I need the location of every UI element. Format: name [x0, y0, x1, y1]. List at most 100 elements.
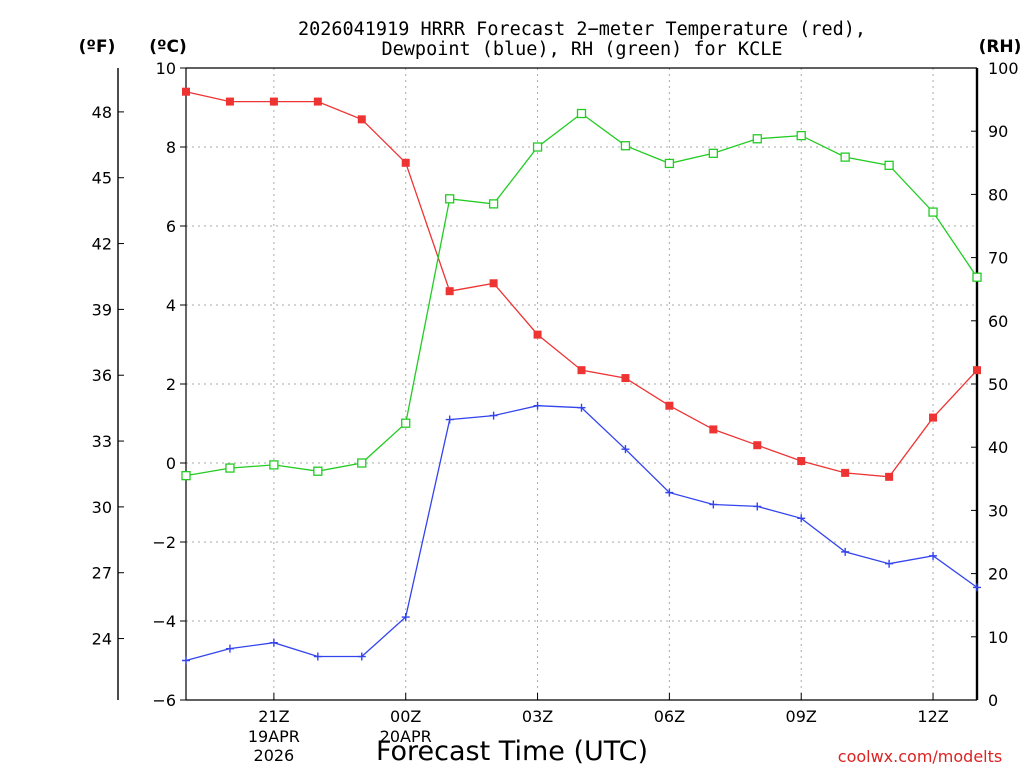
fahrenheit-tick-label: 42 [92, 235, 112, 254]
temperature-point [885, 472, 894, 481]
dewpoint-point [753, 502, 762, 511]
temperature-point [753, 441, 762, 450]
x-tick-label: 09Z [786, 707, 817, 726]
temperature-point [665, 401, 674, 410]
rh-unit-label: (RH) [979, 37, 1022, 57]
fahrenheit-tick-label: 30 [92, 498, 112, 517]
chart-title-line1: 2026041919 HRRR Forecast 2−meter Tempera… [298, 19, 866, 40]
rh-point [664, 158, 675, 169]
x-tick-label: 00Z [390, 707, 421, 726]
watermark: coolwx.com/modelts [838, 747, 1002, 766]
dewpoint-point [489, 411, 498, 420]
rh-point [445, 194, 455, 204]
temperature-point [489, 279, 498, 288]
chart-title-line2: Dewpoint (blue), RH (green) for KCLE [382, 39, 783, 60]
dewpoint-point [665, 488, 674, 497]
fahrenheit-tick-label: 36 [92, 366, 112, 385]
temperature-point [841, 468, 850, 477]
temperature-point [929, 413, 938, 422]
temperature-point [313, 97, 322, 106]
rh-point [708, 148, 718, 158]
celsius-tick-label: 10 [156, 59, 176, 78]
celsius-tick-label: 2 [166, 375, 176, 394]
rh-point [401, 418, 411, 428]
temperature-point [797, 457, 806, 466]
celsius-tick-label: 6 [166, 217, 176, 236]
rh-tick-label: 30 [988, 501, 1008, 520]
rh-tick-label: 100 [988, 59, 1019, 78]
temperature-point [533, 330, 542, 339]
temperature-point [225, 97, 234, 106]
temperature-point [401, 158, 410, 167]
dewpoint-point [797, 514, 806, 523]
celsius-tick-label: 8 [166, 138, 176, 157]
dewpoint-point [709, 500, 718, 509]
rh-tick-label: 10 [988, 628, 1008, 647]
dewpoint-point [621, 445, 630, 454]
dewpoint-point [445, 415, 454, 424]
dewpoint-point [182, 656, 190, 665]
dewpoint-point [885, 559, 894, 568]
rh-point [928, 207, 938, 217]
x-tick-label: 06Z [654, 707, 685, 726]
temperature-point [621, 374, 630, 383]
series-group [181, 87, 982, 665]
rh-point [532, 142, 543, 152]
rh-tick-label: 20 [988, 565, 1008, 584]
temperature-point [973, 366, 981, 375]
dewpoint-point [357, 652, 366, 661]
rh-point [620, 141, 631, 151]
fahrenheit-tick-label: 24 [92, 630, 112, 649]
x-axis-title: Forecast Time (UTC) [376, 736, 648, 767]
rh-point [884, 160, 894, 170]
rh-tick-label: 90 [988, 122, 1008, 141]
x-tick-date-label: 19APR [248, 727, 300, 746]
rh-line [185, 112, 978, 477]
rh-tick-label: 0 [988, 691, 998, 710]
rh-point [840, 152, 850, 162]
x-tick-label: 12Z [917, 707, 948, 726]
fahrenheit-tick-label: 45 [92, 169, 112, 188]
rh-tick-label: 60 [988, 312, 1008, 331]
rh-point [488, 199, 499, 209]
dewpoint-point [533, 401, 542, 410]
fahrenheit-tick-label: 33 [92, 432, 112, 451]
rh-tick-label: 80 [988, 185, 1008, 204]
fahrenheit-tick-label: 48 [92, 103, 112, 122]
dewpoint-point [841, 547, 850, 556]
temperature-point [445, 287, 454, 296]
rh-tick-label: 70 [988, 249, 1008, 268]
temperature-line [185, 91, 978, 478]
temperature-point [577, 366, 586, 375]
rh-point [269, 460, 279, 470]
rh-point [576, 108, 587, 119]
dewpoint-point [577, 403, 586, 412]
x-tick-date-label: 20APR [380, 727, 432, 746]
tick-labels: −6−4−20246810242730333639424548010203040… [92, 59, 1019, 765]
celsius-tick-label: −6 [152, 691, 176, 710]
gridlines [186, 68, 977, 700]
axes [117, 67, 979, 701]
dewpoint-point [269, 638, 278, 647]
dewpoint-point [313, 652, 322, 661]
rh-point [181, 470, 191, 481]
rh-point [313, 466, 323, 476]
celsius-tick-label: −4 [152, 612, 176, 631]
rh-point [796, 130, 806, 141]
celsius-tick-label: 0 [166, 454, 176, 473]
celsius-unit-label: (ºC) [149, 37, 187, 57]
rh-point [357, 458, 367, 468]
rh-point [972, 272, 982, 282]
dewpoint-point [225, 644, 234, 653]
rh-point [752, 134, 762, 144]
dewpoint-point [401, 613, 410, 622]
dewpoint-point [973, 583, 981, 592]
dewpoint-point [929, 551, 938, 560]
fahrenheit-tick-label: 27 [92, 564, 112, 583]
temperature-point [709, 425, 718, 434]
dewpoint-line [185, 405, 978, 662]
rh-tick-label: 50 [988, 375, 1008, 394]
fahrenheit-unit-label: (ºF) [79, 37, 116, 57]
temperature-point [182, 87, 190, 96]
